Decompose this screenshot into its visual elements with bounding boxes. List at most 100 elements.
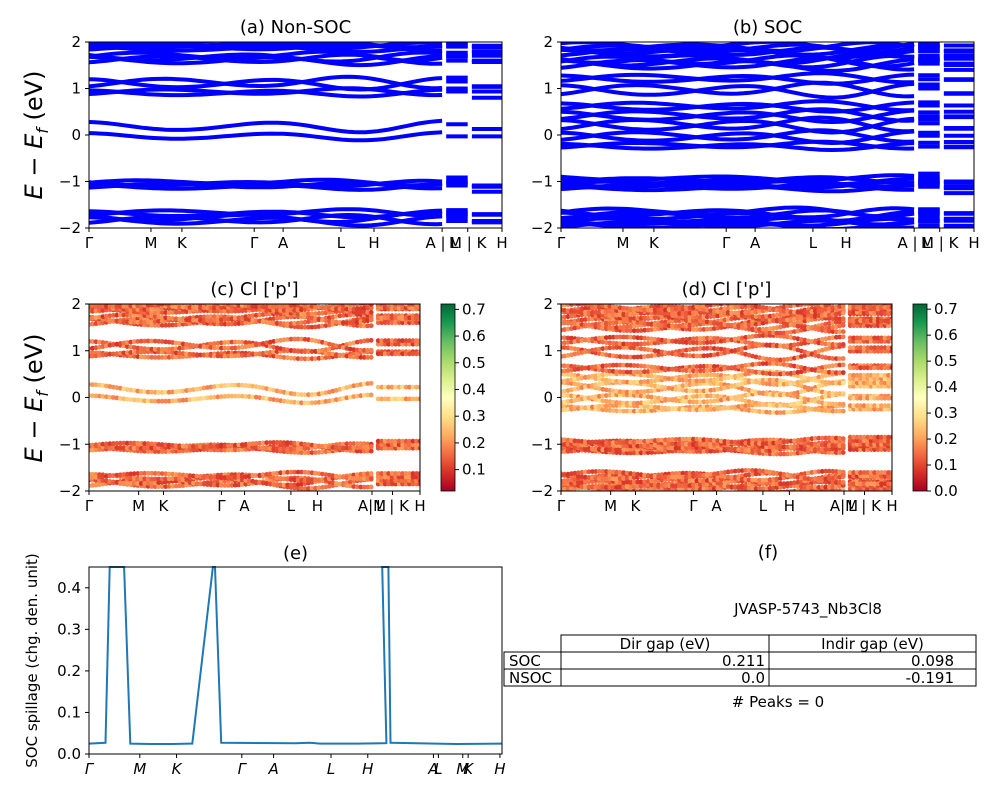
projection-point bbox=[152, 346, 158, 352]
projection-point bbox=[173, 472, 179, 477]
projection-point bbox=[232, 447, 238, 453]
projection-point bbox=[774, 392, 780, 398]
projection-point bbox=[201, 385, 207, 391]
projection-point bbox=[410, 471, 416, 476]
projection-point bbox=[652, 482, 658, 488]
projection-point bbox=[361, 310, 367, 315]
projection-point bbox=[288, 477, 294, 482]
projection-point bbox=[194, 473, 200, 479]
projection-point bbox=[236, 382, 242, 388]
projection-point bbox=[603, 372, 609, 377]
projection-point bbox=[750, 468, 755, 473]
projection-point bbox=[652, 368, 658, 374]
projection-point bbox=[698, 473, 703, 479]
projection-point bbox=[858, 403, 863, 409]
projection-point bbox=[292, 391, 297, 397]
projection-point bbox=[340, 445, 346, 451]
projection-point bbox=[725, 405, 731, 411]
projection-point bbox=[100, 383, 106, 388]
projection-point bbox=[327, 444, 332, 450]
projection-point bbox=[711, 377, 717, 383]
projection-point bbox=[631, 439, 637, 445]
projection-point bbox=[631, 389, 637, 395]
projection-point bbox=[142, 481, 148, 486]
projection-point bbox=[785, 402, 790, 408]
projection-point bbox=[614, 392, 620, 398]
projection-point bbox=[121, 472, 127, 477]
projection-point bbox=[302, 441, 308, 447]
projection-point bbox=[313, 470, 318, 476]
panel-c-xtick-label: K bbox=[159, 497, 170, 515]
projection-point bbox=[226, 382, 231, 388]
projection-point bbox=[607, 388, 613, 393]
projection-point bbox=[417, 438, 420, 444]
projection-point bbox=[205, 444, 210, 450]
projection-point bbox=[173, 346, 179, 352]
projection-point bbox=[687, 442, 693, 447]
projection-point bbox=[170, 398, 176, 404]
panel-b-ytick-label: 2 bbox=[543, 33, 553, 51]
projection-point bbox=[128, 319, 134, 325]
projection-point bbox=[124, 445, 130, 451]
projection-point bbox=[760, 361, 766, 366]
projection-point bbox=[201, 395, 207, 401]
projection-point bbox=[691, 368, 696, 374]
projection-point bbox=[875, 383, 881, 389]
projection-point bbox=[121, 396, 127, 402]
projection-point bbox=[100, 314, 106, 319]
projection-point bbox=[715, 477, 721, 482]
projection-point bbox=[767, 440, 773, 446]
projection-point bbox=[229, 353, 235, 359]
projection-point bbox=[628, 389, 634, 395]
projection-point bbox=[708, 437, 714, 443]
projection-point bbox=[118, 304, 123, 309]
projection-point bbox=[614, 400, 620, 405]
panel-b-xtick-label: H bbox=[840, 234, 851, 252]
projection-point bbox=[826, 446, 832, 452]
projection-point bbox=[795, 450, 801, 456]
projection-point bbox=[680, 367, 686, 373]
projection-point bbox=[642, 450, 647, 456]
projection-point bbox=[386, 384, 391, 390]
projection-point bbox=[344, 441, 350, 447]
projection-point bbox=[278, 398, 283, 404]
projection-point bbox=[628, 354, 634, 360]
projection-point bbox=[865, 365, 870, 371]
projection-point bbox=[851, 376, 857, 382]
projection-point bbox=[90, 339, 95, 344]
projection-point bbox=[389, 315, 395, 321]
projection-point bbox=[645, 369, 651, 374]
projection-point bbox=[795, 437, 801, 443]
projection-point bbox=[334, 352, 339, 358]
projection-point bbox=[704, 481, 710, 487]
projection-point bbox=[760, 468, 766, 474]
projection-point bbox=[579, 405, 585, 411]
projection-point bbox=[368, 354, 374, 360]
projection-point bbox=[260, 445, 266, 451]
projection-point bbox=[583, 405, 588, 411]
projection-point bbox=[739, 468, 745, 473]
projection-point bbox=[708, 372, 714, 378]
projection-point bbox=[313, 485, 318, 491]
panel-c-xtick-label: A|M bbox=[358, 497, 386, 515]
projection-point bbox=[229, 321, 235, 327]
projection-point bbox=[215, 475, 221, 480]
projection-point bbox=[121, 304, 127, 309]
projection-point bbox=[358, 441, 364, 446]
projection-point bbox=[872, 481, 877, 487]
projection-point bbox=[386, 438, 391, 444]
projection-point bbox=[163, 304, 169, 307]
projection-point bbox=[711, 481, 717, 486]
panel-a-ytick-label: 0 bbox=[71, 126, 81, 144]
projection-point bbox=[886, 372, 891, 378]
projection-point bbox=[138, 319, 144, 325]
projection-point bbox=[417, 315, 420, 321]
projection-point bbox=[173, 398, 179, 404]
projection-point bbox=[645, 373, 651, 379]
projection-point bbox=[882, 447, 888, 452]
projection-point bbox=[166, 354, 172, 360]
projection-point bbox=[691, 482, 696, 488]
projection-point bbox=[260, 319, 266, 324]
projection-point bbox=[414, 478, 419, 483]
projection-point bbox=[614, 476, 620, 482]
